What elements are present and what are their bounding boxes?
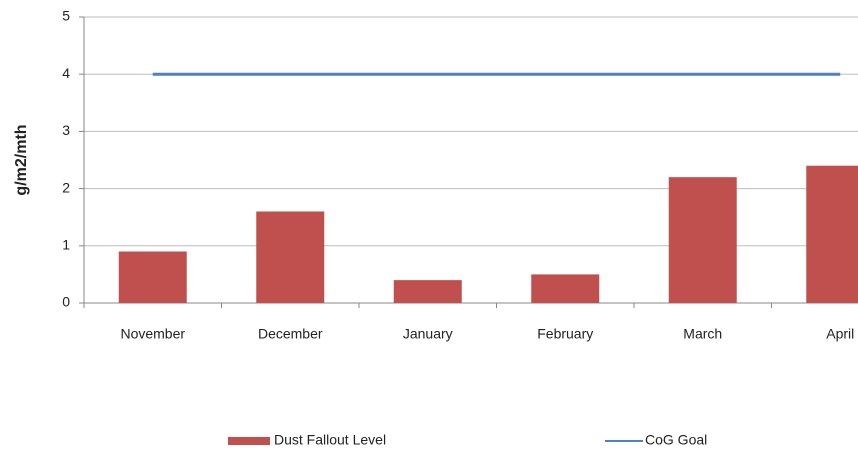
legend-label: CoG Goal [645,432,707,448]
bar [531,274,600,303]
y-tick-label: 4 [62,65,70,81]
x-tick-label: March [683,326,722,342]
x-tick-label: January [403,326,453,342]
bar [118,251,187,303]
bar [393,280,462,303]
bar [806,165,858,303]
bar [256,211,325,303]
x-tick-label: November [120,326,185,342]
x-tick-label: February [537,326,593,342]
y-tick-label: 0 [62,294,70,310]
y-axis-title: g/m2/mth [13,124,30,195]
y-tick-label: 1 [62,237,70,253]
bar [668,177,737,303]
y-tick-label: 3 [62,122,70,138]
legend-label: Dust Fallout Level [274,432,386,448]
legend-swatch [228,437,270,445]
x-tick-label: April [826,326,854,342]
y-tick-label: 2 [62,179,70,195]
x-tick-label: December [258,326,323,342]
y-tick-label: 5 [62,8,70,24]
